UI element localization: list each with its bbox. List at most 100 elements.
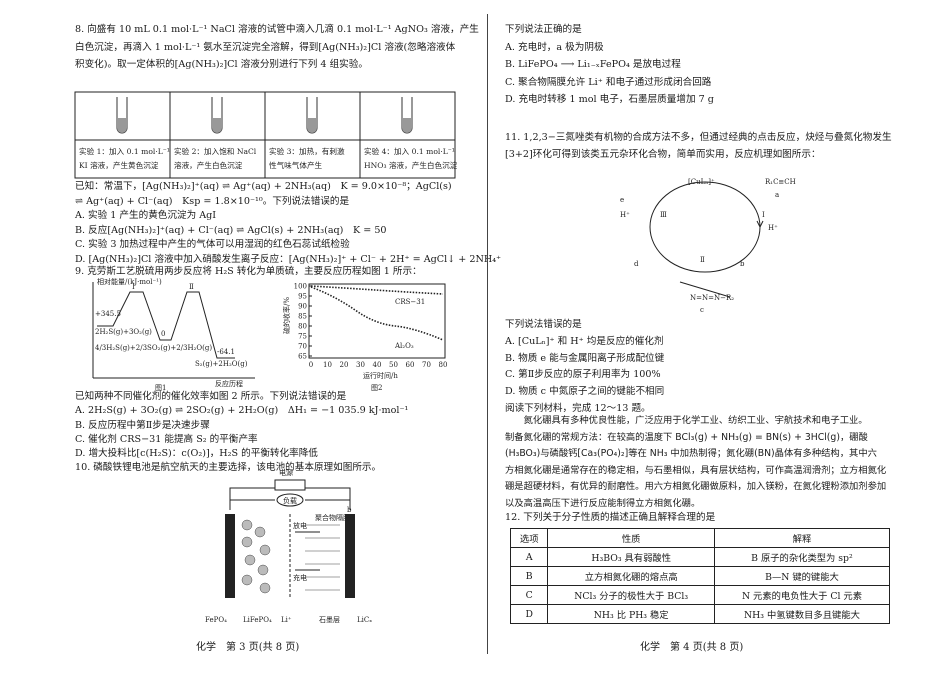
x-tick-label: 50 — [389, 361, 398, 369]
y-tick-label: 95 — [298, 293, 307, 301]
table-cell: NH₃ 比 PH₃ 稳定 — [547, 604, 715, 624]
energy-value: -64.1 — [217, 348, 235, 356]
text-line: B. 反应历程中第Ⅱ步是决速步骤 — [75, 419, 210, 431]
table-row: A H₃BO₃ 具有弱酸性 B 原子的杂化类型为 sp² — [509, 547, 891, 567]
q8-experiment-figure: 实验 1：加入 0.1 mol·L⁻¹ KI 溶液，产生黄色沉淀 实验 2：加入饱和… — [74, 91, 458, 179]
species-label: R₁C≡CH — [765, 178, 796, 186]
legend-label: Li⁺ — [281, 616, 292, 624]
species-label: [CuLₙ]⁺ — [688, 178, 715, 186]
experiment-text: 溶液，产生白色沉淀 — [174, 160, 243, 170]
text-line: C. 第Ⅱ步反应的原子利用率为 100% — [505, 369, 661, 381]
table-cell: B 原子的杂化类型为 sp² — [713, 547, 891, 567]
header-cell: 性质 — [547, 528, 715, 548]
table-row: D NH₃ 比 PH₃ 稳定 NH₃ 中氢键数目多且键能大 — [509, 604, 891, 624]
text-line: 积变化)。取一定体积的[Ag(NH₃)₂]Cl 溶液分别进行下列 4 组实验。 — [75, 59, 368, 70]
species-label: H⁺ — [768, 224, 778, 232]
x-tick-label: 40 — [373, 361, 382, 369]
electrode-label: b — [347, 506, 352, 514]
part-label: 负载 — [283, 496, 297, 505]
text-line: C. 催化剂 CRS−31 能提高 S₂ 的平衡产率 — [75, 433, 258, 445]
experiment-text: 实验 3：加热，有刺激 — [269, 146, 345, 156]
text-line: 已知两种不同催化剂的催化效率如图 2 所示。下列说法错误的是 — [75, 391, 347, 402]
page-footer: 化学 第 3 页(共 8 页) — [196, 642, 300, 653]
table-cell: B — [509, 566, 549, 586]
energy-value: 0 — [161, 330, 165, 338]
text-line: 方相氮化硼是通常存在的稳定相，与石墨相似，具有层状结构，可作高温润滑剂；立方相氮… — [505, 464, 887, 476]
text-line: B. LiFePO₄ ⟶ Li₁₋ₓFePO₄ 是放电过程 — [505, 59, 681, 70]
text-line: A. 充电时，a 极为阴极 — [505, 41, 604, 53]
series-label: Al₂O₃ — [394, 342, 414, 350]
state-label: 4/3H₂S(g)+2/3SO₂(g)+2/3H₂O(g) — [95, 344, 212, 352]
state-label: 2H₂S(g)+3O₂(g) — [95, 328, 152, 336]
table-header: 选项 性质 解释 — [509, 528, 891, 548]
legend-label: FePO₄ — [205, 616, 227, 624]
axis-label: 反应历程 — [215, 379, 243, 388]
x-tick-label: 80 — [439, 361, 448, 369]
table-row: C NCl₃ 分子的极性大于 BCl₃ N 元素的电负性大于 Cl 元素 — [509, 585, 891, 605]
species-label: H⁺ — [620, 211, 630, 219]
step-label: Ⅰ — [762, 211, 765, 219]
x-tick-label: 0 — [309, 361, 313, 369]
experiment-text: HNO₃ 溶液，产生白色沉淀 — [364, 160, 458, 170]
experiment-text: 实验 4：加入 0.1 mol·L⁻¹ — [364, 146, 455, 156]
text-line: D. 充电时转移 1 mol 电子，石墨层质量增加 7 g — [505, 94, 714, 105]
species-label: b — [740, 260, 745, 268]
step-label: Ⅱ — [189, 283, 194, 291]
step-label: Ⅰ — [132, 283, 135, 291]
table-cell: B—N 键的键能大 — [713, 566, 891, 586]
y-tick-label: 85 — [298, 313, 307, 321]
table-cell: D — [509, 604, 549, 624]
text-line: A. [CuLₙ]⁺ 和 H⁺ 均是反应的催化剂 — [505, 335, 664, 347]
text-line: B. 物质 e 能与金属阳离子形成配位键 — [505, 352, 665, 364]
process-label: 充电 — [293, 573, 307, 582]
x-tick-label: 20 — [340, 361, 349, 369]
q12-table: 选项 性质 解释 A H₃BO₃ 具有弱酸性 B 原子的杂化类型为 sp² B 立方相氮化硼的… — [509, 528, 891, 624]
species-label: N=N=N−R₂ — [690, 294, 734, 302]
experiment-text: 性气味气体产生 — [269, 160, 323, 170]
species-label: e — [620, 196, 624, 204]
part-label: 电源 — [279, 468, 293, 477]
text-line: 白色沉淀，再滴入 1 mol·L⁻¹ 氨水至沉淀完全溶解，得到[Ag(NH₃)₂… — [75, 41, 456, 53]
mechanism-diagram: [CuLₙ]⁺ R₁C≡CH a Ⅰ H⁺ b N=N=N−R₂ c Ⅱ d Ⅲ… — [620, 178, 796, 314]
table-row: B 立方相氮化硼的熔点高 B—N 键的键能大 — [509, 566, 891, 586]
text-line: 已知：常温下，[Ag(NH₃)₂]⁺(aq) ⇌ Ag⁺(aq) + 2NH₃(… — [75, 181, 452, 192]
state-label: S₂(g)+2H₂O(g) — [195, 360, 248, 368]
electrode-label: a — [227, 512, 231, 520]
text-line: 11. 1,2,3−三氮唑类有机物的合成方法不多，但通过经典的点击反应，炔烃与叠… — [505, 132, 892, 143]
header-cell: 选项 — [509, 528, 549, 548]
text-line: A. 2H₂S(g) + 3O₂(g) ⇌ 2SO₂(g) + 2H₂O(g) … — [75, 405, 409, 417]
table-cell: NH₃ 中氢键数目多且键能大 — [713, 604, 891, 624]
step-label: Ⅱ — [700, 256, 705, 264]
text-line: D. [Ag(NH₃)₂]Cl 溶液中加入硝酸发生离子反应：[Ag(NH₃)₂]… — [75, 253, 502, 265]
y-tick-label: 70 — [298, 343, 307, 351]
step-label: Ⅲ — [660, 211, 667, 219]
table-cell: C — [509, 585, 549, 605]
x-tick-label: 60 — [406, 361, 415, 369]
species-label: d — [634, 260, 639, 268]
text-line: C. 实验 3 加热过程中产生的气体可以用湿润的红色石蕊试纸检验 — [75, 239, 350, 250]
text-line: 氮化硼具有多种优良性能，广泛应用于化学工业、纺织工业、宇航技术和电子工业。 — [505, 415, 868, 426]
text-line: A. 实验 1 产生的黄色沉淀为 AgI — [75, 210, 217, 221]
axis-label: 硫的收率/% — [282, 297, 291, 334]
text-line: C. 聚合物隔膜允许 Li⁺ 和电子通过形成闭合回路 — [505, 76, 712, 88]
process-label: 放电 — [293, 521, 307, 530]
text-line: 制备氮化硼的常规方法：在较高的温度下 BCl₃(g) + NH₃(g) = BN… — [505, 431, 868, 443]
text-line: 12. 下列关于分子性质的描述正确且解释合理的是 — [505, 512, 716, 523]
x-tick-label: 10 — [323, 361, 332, 369]
figure-caption: 图2 — [371, 384, 382, 392]
part-label: 聚合物隔膜 — [315, 513, 350, 522]
text-line: ⇌ Ag⁺(aq) + Cl⁻(aq) Ksp = 1.8×10⁻¹⁰。下列说法… — [75, 195, 350, 207]
text-line: B. 反应[Ag(NH₃)₂]⁺(aq) + Cl⁻(aq) ⇌ AgCl(s)… — [75, 224, 387, 236]
text-line: 下列说法错误的是 — [505, 319, 582, 330]
table-cell: N 元素的电负性大于 Cl 元素 — [713, 585, 891, 605]
experiment-text: 实验 2：加入饱和 NaCl — [174, 146, 257, 156]
experiment-text: KI 溶液，产生黄色沉淀 — [79, 160, 159, 170]
text-line: 阅读下列材料，完成 12～13 题。 — [505, 403, 651, 414]
energy-value: +345.5 — [95, 310, 121, 318]
legend-label: LiCₓ — [357, 616, 372, 624]
legend-label: LiFePO₄ — [243, 616, 272, 624]
text-line: 以及高温高压下进行反应能制得立方相氮化硼。 — [505, 498, 701, 509]
header-cell: 解释 — [713, 528, 891, 548]
figure-caption: 图1 — [155, 384, 166, 392]
